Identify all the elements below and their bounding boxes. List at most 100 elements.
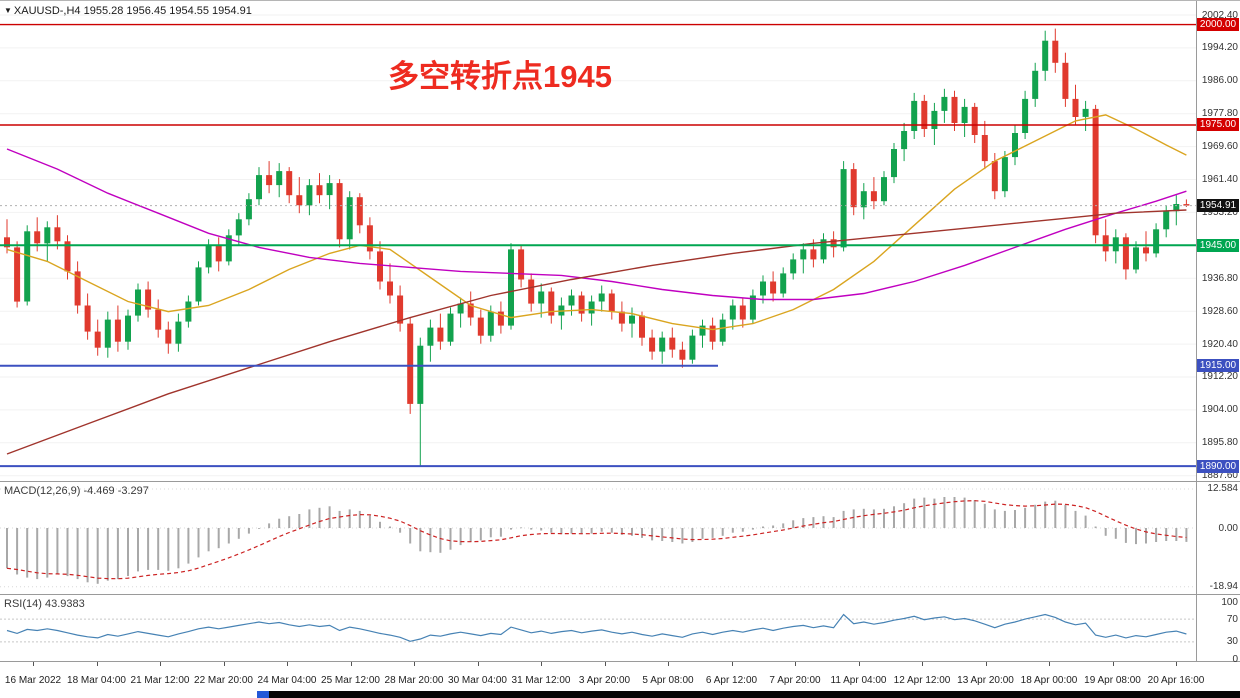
- candle: [830, 239, 837, 248]
- macd-histogram-bar: [1094, 526, 1097, 529]
- macd-panel-separator[interactable]: [0, 481, 1240, 482]
- macd-histogram-bar: [1074, 510, 1077, 528]
- candle: [538, 291, 545, 304]
- candle: [941, 96, 948, 111]
- candle: [951, 96, 958, 123]
- price-axis: 2002.40 1994.20 1986.00 1977.80 1969.60 1961.…: [1197, 1, 1240, 481]
- symbol-ohlc-bar[interactable]: ▼ XAUUSD-,H4 1955.28 1956.45 1954.55 1954…: [4, 5, 252, 17]
- candle: [1072, 98, 1079, 117]
- candle: [1052, 40, 1059, 63]
- rsi-panel-separator[interactable]: [0, 594, 1240, 595]
- macd-histogram-bar: [792, 520, 795, 529]
- candle: [1122, 237, 1129, 270]
- candle: [961, 106, 968, 123]
- candle: [639, 315, 645, 338]
- time-axis-label: 25 Mar 12:00: [321, 675, 380, 686]
- candle: [336, 183, 343, 240]
- macd-indicator-canvas[interactable]: [0, 482, 1196, 594]
- macd-histogram-bar: [933, 498, 936, 528]
- candle: [881, 177, 887, 202]
- macd-histogram-bar: [671, 528, 674, 542]
- candle: [780, 273, 787, 294]
- candle: [407, 323, 414, 404]
- macd-histogram-bar: [237, 528, 240, 539]
- candle: [729, 305, 736, 320]
- price-badge: 1915.00: [1197, 359, 1239, 373]
- macd-histogram-bar: [893, 506, 895, 528]
- candle: [749, 295, 756, 320]
- time-axis-label: 6 Apr 12:00: [705, 675, 758, 686]
- slow-darkred-ma-line: [6, 209, 1187, 455]
- macd-histogram-bar: [1064, 504, 1067, 529]
- time-axis-label: 18 Apr 00:00: [1020, 675, 1078, 686]
- price-axis-label: 1920.40: [1201, 338, 1238, 350]
- price-axis-label: 2002.40: [1201, 9, 1238, 21]
- candle: [397, 295, 404, 324]
- macd-histogram-bar: [983, 503, 986, 528]
- time-axis-tick: [1049, 662, 1050, 666]
- price-axis-label: 1961.40: [1201, 174, 1238, 186]
- macd-signal-line: [6, 500, 1187, 580]
- price-axis-separator: [1196, 1, 1197, 662]
- macd-axis-label: 12.584: [1207, 483, 1238, 495]
- candle: [800, 249, 807, 260]
- macd-histogram-bar: [409, 528, 412, 544]
- candle: [931, 110, 938, 129]
- macd-histogram-bar: [520, 527, 523, 529]
- candle: [921, 100, 928, 129]
- macd-histogram-bar: [1155, 528, 1158, 542]
- macd-histogram-bar: [177, 528, 180, 569]
- candle: [508, 249, 514, 326]
- macd-histogram-bar: [76, 528, 79, 580]
- candle: [356, 197, 363, 226]
- candle: [4, 237, 10, 248]
- candle: [427, 327, 434, 346]
- candle: [477, 317, 484, 336]
- candle: [991, 161, 998, 192]
- macd-histogram-bar: [116, 528, 119, 580]
- macd-histogram-bar: [923, 497, 926, 528]
- candle: [54, 227, 61, 242]
- macd-histogram-bar: [852, 509, 855, 528]
- candlestick-chart-canvas[interactable]: [0, 1, 1196, 481]
- rsi-axis-label: 30: [1226, 636, 1238, 648]
- macd-histogram-bar: [1135, 528, 1137, 545]
- macd-histogram-bar: [762, 526, 764, 529]
- macd-histogram-bar: [187, 528, 190, 564]
- macd-histogram-bar: [590, 528, 593, 534]
- macd-histogram-bar: [550, 528, 553, 533]
- candle: [487, 311, 494, 336]
- macd-histogram-bar: [489, 528, 492, 538]
- candle: [870, 191, 877, 202]
- rsi-indicator-canvas[interactable]: [0, 595, 1196, 661]
- candle: [286, 171, 293, 196]
- candle: [1143, 247, 1149, 254]
- candle: [608, 293, 615, 312]
- macd-histogram-bar: [832, 517, 835, 528]
- price-badge: 2000.00: [1197, 18, 1239, 32]
- macd-histogram-bar: [772, 525, 775, 528]
- time-axis-label: 24 Mar 04:00: [257, 675, 317, 686]
- candle: [497, 311, 504, 326]
- price-badge: 1954.91: [1197, 199, 1239, 213]
- macd-histogram-bar: [883, 508, 885, 528]
- candle: [891, 149, 897, 178]
- candle: [578, 295, 585, 314]
- macd-histogram-bar: [1034, 504, 1037, 529]
- candle: [739, 305, 746, 320]
- candle: [840, 169, 847, 248]
- macd-histogram-bar: [258, 528, 260, 529]
- time-axis-tick: [604, 662, 606, 666]
- macd-histogram-bar: [610, 528, 613, 533]
- macd-histogram-bar: [1044, 501, 1047, 528]
- macd-histogram-bar: [308, 509, 311, 528]
- candle: [225, 235, 232, 262]
- time-axis-tick: [350, 662, 352, 666]
- chevron-down-icon[interactable]: ▼: [4, 6, 12, 15]
- macd-histogram-bar: [782, 523, 785, 529]
- macd-histogram-bar: [127, 528, 129, 577]
- time-axis-tick: [858, 662, 860, 666]
- candle: [860, 191, 867, 208]
- price-axis-label: 1904.00: [1201, 404, 1238, 416]
- rsi-axis: 100 70 30 0: [1197, 595, 1240, 665]
